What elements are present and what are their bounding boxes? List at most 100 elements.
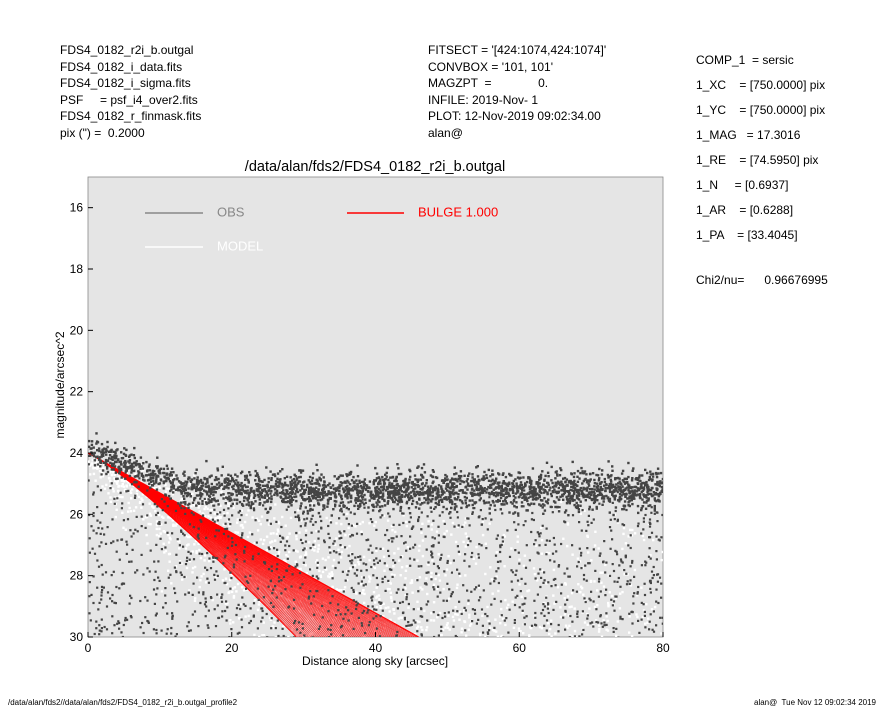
obs-point xyxy=(349,511,352,514)
obs-point xyxy=(195,482,199,485)
obs-point xyxy=(254,500,257,503)
obs-point xyxy=(340,497,344,501)
obs-point xyxy=(627,483,630,486)
obs-point xyxy=(381,577,384,580)
obs-point xyxy=(381,475,384,479)
obs-point xyxy=(471,494,474,497)
obs-point xyxy=(493,504,496,507)
model-point xyxy=(167,516,170,519)
model-point xyxy=(628,631,631,634)
obs-point xyxy=(192,484,195,488)
obs-point xyxy=(633,497,636,500)
model-point xyxy=(414,638,416,640)
model-point xyxy=(338,588,341,592)
obs-point xyxy=(234,543,238,547)
obs-point xyxy=(441,616,444,620)
model-point xyxy=(259,523,262,526)
obs-point xyxy=(88,595,91,598)
model-point xyxy=(602,619,605,622)
model-point xyxy=(269,618,273,621)
obs-point xyxy=(563,639,565,641)
model-point xyxy=(203,507,206,511)
model-point xyxy=(600,581,603,584)
obs-point xyxy=(532,488,536,492)
model-point xyxy=(119,495,122,499)
model-point xyxy=(349,567,352,570)
obs-point xyxy=(309,568,312,571)
model-point xyxy=(371,565,374,568)
obs-point xyxy=(643,481,646,485)
model-point xyxy=(220,490,223,493)
obs-point xyxy=(219,511,222,514)
obs-point xyxy=(573,490,576,494)
obs-point xyxy=(632,495,635,498)
obs-point xyxy=(538,503,541,506)
obs-point xyxy=(308,475,312,479)
obs-point xyxy=(284,544,287,547)
obs-point xyxy=(312,595,315,598)
obs-point xyxy=(642,488,646,491)
model-point xyxy=(487,619,490,623)
obs-point xyxy=(408,557,412,560)
model-point xyxy=(207,515,210,518)
plot-area xyxy=(87,176,664,638)
obs-point xyxy=(275,492,279,496)
model-point xyxy=(240,509,243,512)
model-point xyxy=(375,586,378,589)
model-point xyxy=(285,554,288,557)
model-point xyxy=(242,589,246,592)
obs-point xyxy=(631,622,634,625)
obs-point xyxy=(312,495,315,499)
obs-point xyxy=(482,499,486,503)
model-point xyxy=(404,594,407,597)
model-point xyxy=(418,544,421,548)
obs-point xyxy=(303,634,306,637)
model-point xyxy=(180,562,183,565)
model-point xyxy=(321,608,324,612)
model-point xyxy=(630,635,634,637)
obs-point xyxy=(379,615,382,618)
obs-point xyxy=(341,487,345,490)
model-point xyxy=(251,588,254,591)
obs-point xyxy=(608,482,611,486)
obs-point xyxy=(263,501,266,504)
obs-point xyxy=(459,479,462,482)
obs-point xyxy=(650,511,653,514)
model-point xyxy=(355,592,358,595)
model-point xyxy=(204,515,207,518)
obs-point xyxy=(154,481,158,484)
obs-point xyxy=(106,445,109,449)
obs-point xyxy=(436,503,439,506)
obs-point xyxy=(294,495,298,498)
model-point xyxy=(416,620,419,623)
model-point xyxy=(564,624,568,627)
obs-point xyxy=(656,493,660,496)
obs-point xyxy=(366,490,370,493)
model-point xyxy=(504,623,507,627)
obs-point xyxy=(581,482,584,485)
model-point xyxy=(95,460,98,464)
header-left-info: FDS4_0182_r2i_b.outgal FDS4_0182_i_data.f… xyxy=(60,42,201,141)
obs-point xyxy=(560,480,563,483)
model-point xyxy=(516,535,519,538)
model-point xyxy=(185,566,189,570)
obs-point xyxy=(200,485,203,488)
model-point xyxy=(315,561,318,564)
obs-point xyxy=(494,495,498,498)
header-mid-line: alan@ xyxy=(428,125,463,140)
obs-point xyxy=(110,541,113,545)
obs-point xyxy=(569,643,571,645)
obs-point xyxy=(598,488,601,492)
obs-point xyxy=(289,476,292,479)
obs-point xyxy=(346,489,350,492)
obs-point xyxy=(312,523,315,526)
obs-point xyxy=(463,495,467,499)
obs-point xyxy=(185,559,188,562)
obs-point xyxy=(299,475,302,479)
obs-point xyxy=(483,502,486,505)
obs-point xyxy=(280,525,283,529)
model-point xyxy=(119,475,123,478)
obs-point xyxy=(456,498,459,501)
model-point xyxy=(436,587,439,590)
obs-point xyxy=(104,542,108,545)
